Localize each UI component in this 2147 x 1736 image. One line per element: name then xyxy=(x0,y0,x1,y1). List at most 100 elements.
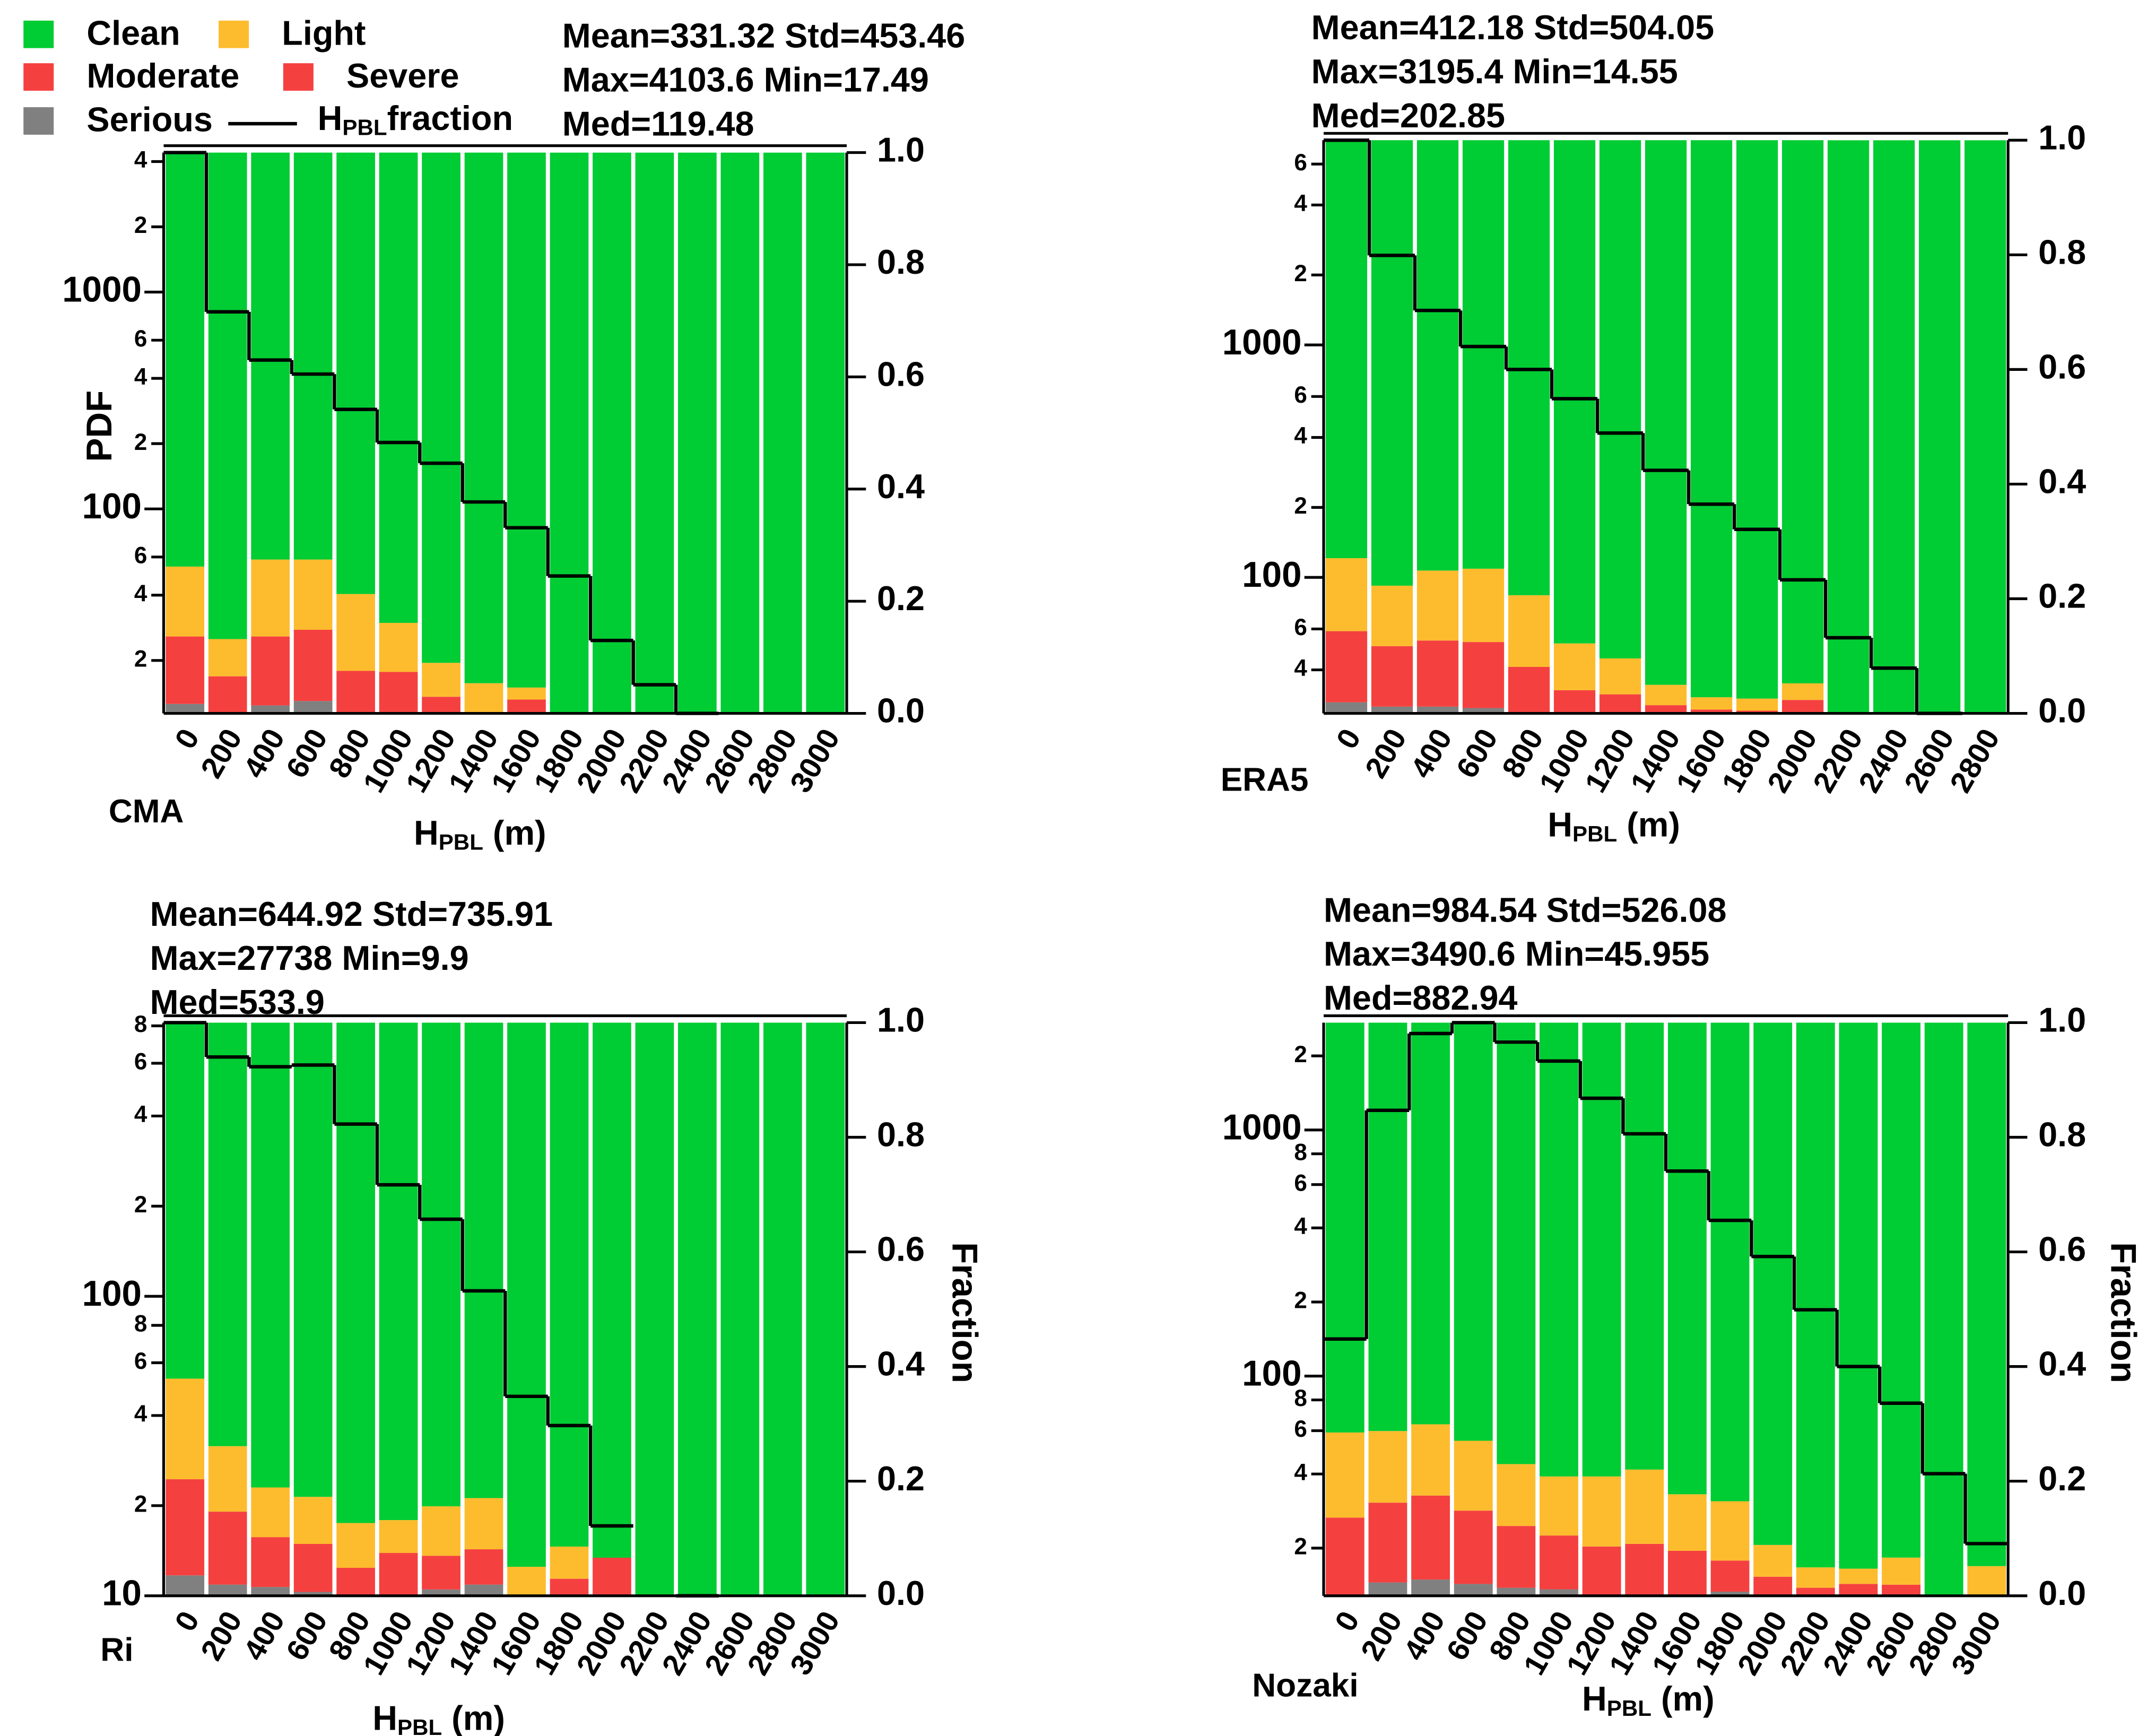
bar-segment xyxy=(1325,1022,1364,1433)
bar-segment xyxy=(1411,1022,1450,1425)
bar-segment xyxy=(293,1592,333,1596)
bar-segment xyxy=(1965,140,2006,714)
bar-segment xyxy=(1924,1022,1963,1596)
y-tick-label: 2 xyxy=(134,429,147,455)
bar-segment xyxy=(678,152,717,714)
y2-tick-label: 0.6 xyxy=(2038,347,2086,386)
y2-tick-label: 0.8 xyxy=(877,1115,925,1154)
legend-label: Severe xyxy=(346,56,459,95)
bar-segment xyxy=(464,683,503,714)
x-axis-label-part: PBL xyxy=(397,1715,442,1736)
legend-swatch xyxy=(219,20,249,48)
bar-segment xyxy=(1645,684,1687,706)
y-tick-label: 2 xyxy=(1294,493,1307,519)
y2-tick-label: 1.0 xyxy=(2038,118,2086,157)
y-tick-label: 2 xyxy=(134,1491,147,1517)
y-axis-label: PDF xyxy=(80,390,119,462)
stats-annotation: Mean=331.32 Std=453.46 xyxy=(562,16,966,55)
bar-segment xyxy=(293,1497,333,1544)
panel-label: CMA xyxy=(109,793,184,830)
y2-tick-label: 0.4 xyxy=(2038,462,2086,501)
bar-segment xyxy=(1416,140,1459,571)
y-tick-label: 6 xyxy=(134,1348,147,1374)
bar-segment xyxy=(293,1022,333,1497)
x-tick-label: 0 xyxy=(1328,1605,1366,1637)
bar-segment xyxy=(1497,1464,1536,1526)
bar-segment xyxy=(550,152,589,714)
bar-segment xyxy=(1368,1431,1407,1503)
x-tick-label: 600 xyxy=(280,1605,334,1666)
bar-segment xyxy=(593,152,631,714)
x-tick-label: 2200 xyxy=(1806,723,1870,798)
bar-segment xyxy=(1753,1022,1793,1545)
x-tick-label: 400 xyxy=(1404,723,1459,784)
x-tick-label: 400 xyxy=(237,723,292,784)
bar-segment xyxy=(1462,140,1505,569)
bar-segment xyxy=(1508,666,1550,714)
bar-segment xyxy=(1454,1511,1493,1584)
x-axis-label-part: PBL xyxy=(1607,1696,1651,1721)
y-tick-label: 6 xyxy=(134,542,147,568)
bar-segment xyxy=(1582,1476,1621,1547)
bar-segment xyxy=(1497,1022,1536,1464)
x-axis-label-part: (m) xyxy=(1651,1679,1715,1718)
bar-segment xyxy=(1796,1587,1835,1596)
x-tick-label: 1600 xyxy=(1670,723,1733,798)
bar-segment xyxy=(1667,1022,1707,1495)
bar-segment xyxy=(336,152,375,594)
bar-segment xyxy=(1582,1546,1621,1596)
x-tick-label: 2600 xyxy=(1898,723,1961,798)
x-axis-label-part: H xyxy=(414,813,439,852)
bar-segment xyxy=(379,1022,418,1521)
bar-segment xyxy=(593,1022,631,1558)
y2-tick-label: 0.8 xyxy=(2038,1115,2086,1154)
y2-tick-label: 0.0 xyxy=(877,691,925,730)
bar-segment xyxy=(422,1506,460,1556)
bar-segment xyxy=(1839,1584,1878,1596)
x-axis-label-part: (m) xyxy=(483,813,546,852)
bar-segment xyxy=(1781,683,1824,700)
bar-segment xyxy=(1416,570,1459,641)
bar-segment xyxy=(208,1512,247,1585)
x-axis-label: HPBL (m) xyxy=(1548,805,1680,847)
y2-tick-label: 0.0 xyxy=(2038,1574,2086,1612)
x-tick-label: 0 xyxy=(168,723,206,754)
bar-segment xyxy=(507,152,546,688)
legend-label: Light xyxy=(282,13,366,52)
bar-segment xyxy=(293,1543,333,1592)
bar-segment xyxy=(251,152,290,560)
bar-segment xyxy=(1553,643,1596,690)
bar-segment xyxy=(293,629,333,701)
y2-tick-label: 1.0 xyxy=(877,131,925,169)
bar-segment xyxy=(208,676,247,714)
y2-tick-label: 0.2 xyxy=(2038,1459,2086,1498)
bar-segment xyxy=(1371,585,1413,646)
stats-annotation: Max=3195.4 Min=14.55 xyxy=(1311,52,1678,91)
bar-segment xyxy=(251,1537,290,1587)
bar-segment xyxy=(1325,140,1368,558)
bar-segment xyxy=(422,663,460,697)
bar-segment xyxy=(293,559,333,630)
bar-segment xyxy=(464,1549,503,1585)
y-tick-label: 6 xyxy=(1294,614,1307,640)
bar-segment xyxy=(678,1022,717,1596)
y-tick-label: 2 xyxy=(1294,261,1307,287)
bar-segment xyxy=(251,636,290,706)
bar-segment xyxy=(336,1523,375,1568)
bar-segment xyxy=(1325,558,1368,631)
bar-segment xyxy=(1599,694,1641,714)
bar-segment xyxy=(1368,1582,1407,1596)
panel-label: Ri xyxy=(100,1631,133,1668)
y-tick-label: 2 xyxy=(134,646,147,672)
bar-segment xyxy=(1882,1557,1920,1585)
bar-segment xyxy=(464,152,503,683)
bar-segment xyxy=(422,697,460,714)
bar-segment xyxy=(464,1498,503,1550)
bars xyxy=(166,152,845,714)
bar-segment xyxy=(251,1487,290,1538)
bar-segment xyxy=(1645,140,1687,685)
bar-segment xyxy=(422,1589,460,1596)
y2-tick-label: 0.2 xyxy=(877,1459,925,1498)
bar-segment xyxy=(763,1022,802,1596)
bar-segment xyxy=(166,704,205,714)
